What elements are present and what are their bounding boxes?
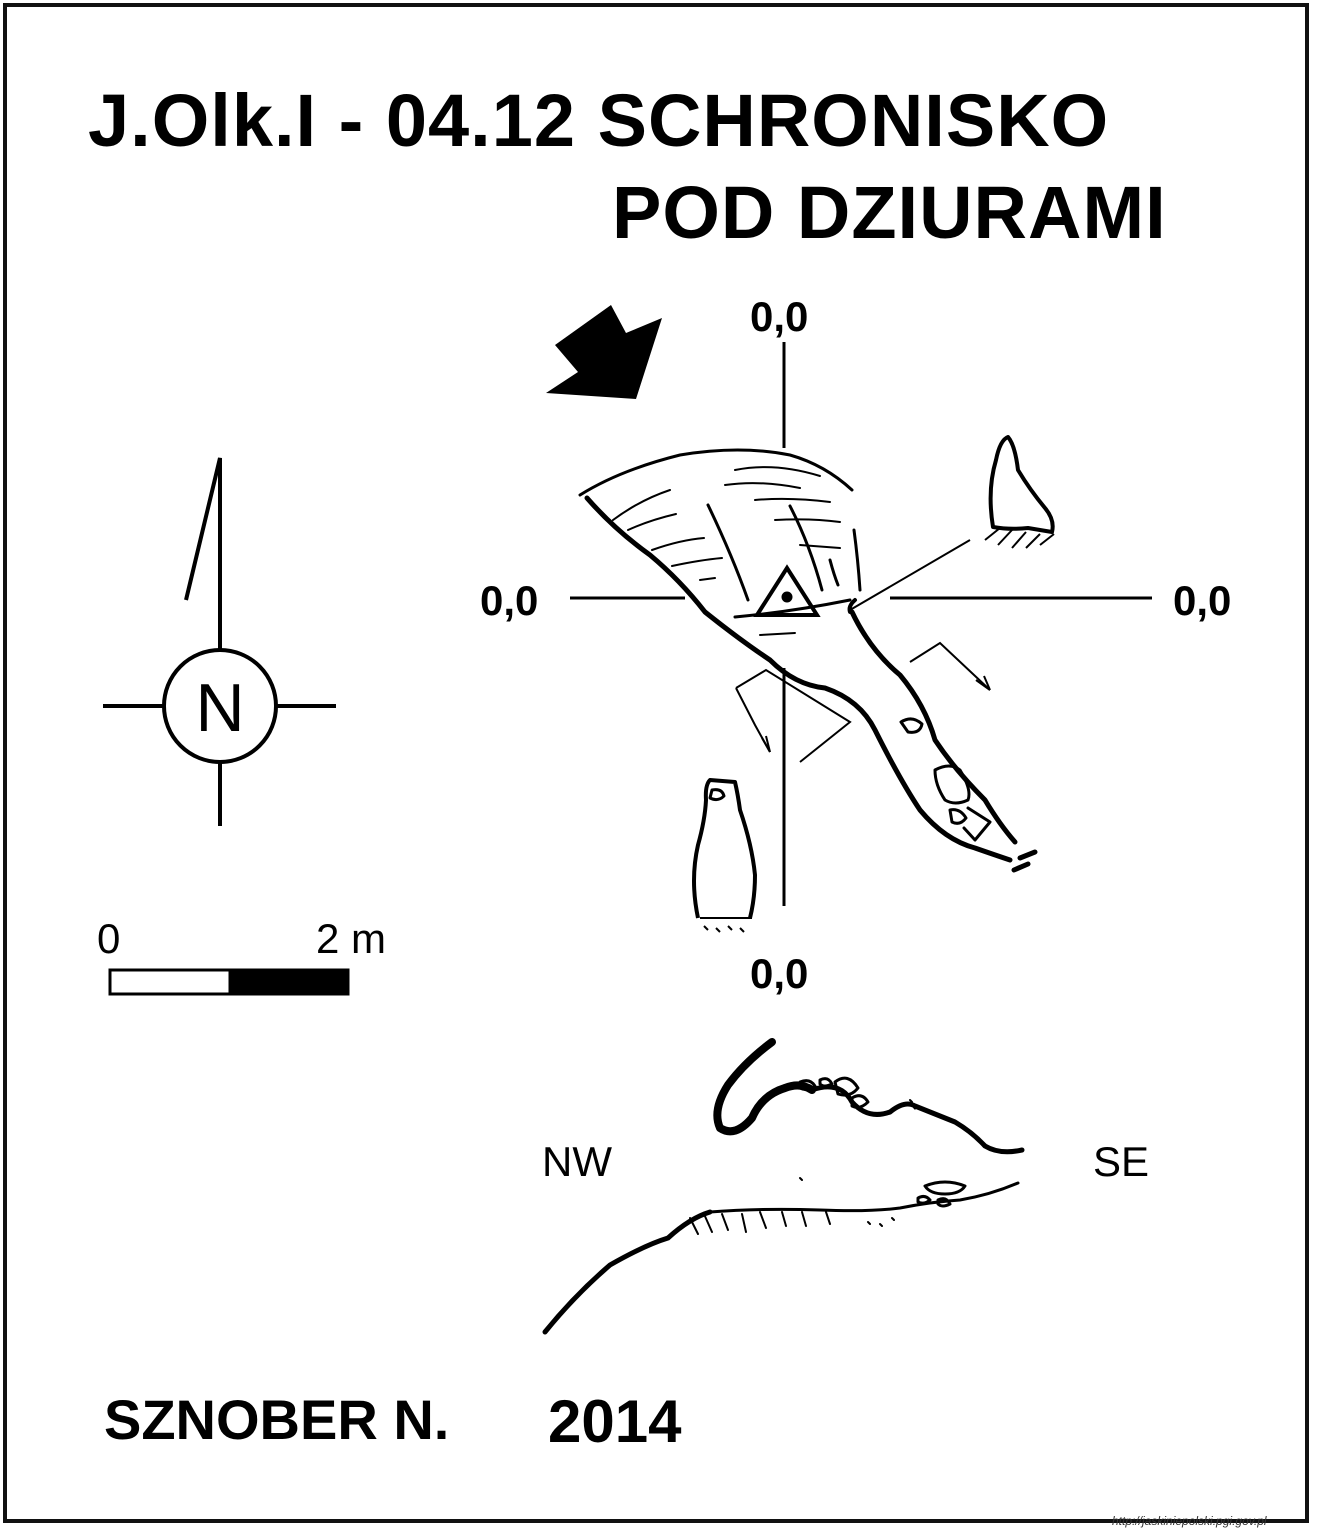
cross-section-markers: [735, 539, 991, 763]
right-cross-section: [984, 435, 1055, 549]
scale-start-label: 0: [97, 915, 121, 962]
entrance-arrow-icon: [546, 305, 662, 399]
coord-left-label: 0,0: [480, 577, 539, 624]
north-arrow-icon: [103, 457, 336, 826]
left-cross-section: [692, 778, 757, 933]
cave-plan: [578, 448, 1038, 873]
scale-bar: [108, 968, 350, 996]
survey-point-icon: [753, 564, 821, 617]
section-nw-label: NW: [542, 1138, 612, 1185]
author-name: SZNOBER N.: [104, 1388, 450, 1451]
scale-end-label: 2 m: [316, 915, 387, 962]
section-se-label: SE: [1093, 1138, 1150, 1185]
source-url: http://jaskiniepolski.pgi.gov.pl: [1112, 1514, 1267, 1528]
author-year: 2014: [548, 1388, 682, 1455]
coord-top-label: 0,0: [750, 293, 809, 340]
coord-right-label: 0,0: [1173, 577, 1232, 624]
reference-cross: [570, 342, 1152, 906]
map-frame: [3, 3, 1309, 1523]
longitudinal-section: [542, 1038, 1025, 1335]
coord-bottom-label: 0,0: [750, 950, 809, 997]
north-letter: N: [195, 670, 244, 746]
cave-code-title: J.Olk.I - 04.12 SCHRONISKO: [88, 79, 1110, 162]
cave-name-title: POD DZIURAMI: [612, 171, 1167, 254]
